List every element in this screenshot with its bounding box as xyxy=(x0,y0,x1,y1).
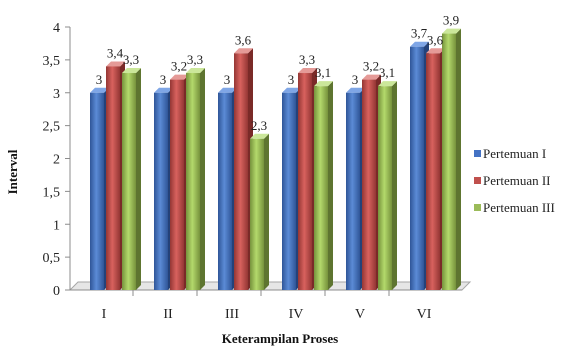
legend-label: Pertemuan I xyxy=(483,146,546,161)
bar-top xyxy=(442,28,461,34)
x-tick-label: II xyxy=(163,307,173,322)
bar-top xyxy=(186,68,205,74)
y-axis-title: Interval xyxy=(5,149,20,194)
bar-side xyxy=(136,68,141,291)
bar-top xyxy=(426,48,445,54)
y-tick-label: 1 xyxy=(53,218,60,233)
bar-top xyxy=(170,74,189,80)
data-label: 3 xyxy=(96,72,103,87)
x-tick-label: V xyxy=(355,307,365,322)
y-tick-label: 3,5 xyxy=(43,54,61,69)
bar-front xyxy=(106,66,120,290)
bar-top xyxy=(314,81,333,87)
bar xyxy=(122,68,141,291)
data-label: 3,2 xyxy=(363,59,379,74)
bar-front xyxy=(170,79,184,290)
legend-swatch xyxy=(474,150,481,157)
y-tick-label: 0 xyxy=(53,284,60,299)
bar-top xyxy=(282,87,301,93)
data-label: 3,3 xyxy=(123,52,139,67)
data-label: 3,6 xyxy=(235,32,252,47)
bar-front xyxy=(298,73,312,291)
data-label: 3,1 xyxy=(379,65,395,80)
data-label: 3,2 xyxy=(171,59,187,74)
bar-front xyxy=(282,92,296,290)
y-tick-label: 2 xyxy=(53,153,60,168)
y-tick-label: 2,5 xyxy=(43,120,61,135)
bar-top xyxy=(218,87,237,93)
bar xyxy=(314,81,333,290)
x-tick-label: III xyxy=(225,307,239,322)
bar-top xyxy=(298,68,317,74)
bar-top xyxy=(234,48,253,54)
x-tick-label: VI xyxy=(417,307,432,322)
x-axis-title: Keterampilan Proses xyxy=(222,331,338,346)
data-label: 3 xyxy=(224,72,231,87)
bar-front xyxy=(234,53,248,290)
bar-front xyxy=(362,79,376,290)
bar-top xyxy=(346,87,365,93)
bar-top xyxy=(90,87,109,93)
bar xyxy=(442,28,461,290)
data-label: 2,3 xyxy=(251,118,267,133)
bar-front xyxy=(186,73,200,291)
bar-side xyxy=(456,28,461,290)
data-label: 3,4 xyxy=(107,45,124,60)
y-axis: 0 0,5 1 1,5 2 2,5 3 3,5 4 xyxy=(43,21,71,299)
bar-side xyxy=(264,133,269,290)
bar-top xyxy=(122,68,141,74)
data-label: 3,1 xyxy=(315,65,331,80)
bar-front xyxy=(90,92,104,290)
x-tick-label: I xyxy=(102,307,107,322)
legend-label: Pertemuan III xyxy=(483,200,555,215)
y-tick-label: 1,5 xyxy=(43,185,61,200)
bar-front xyxy=(250,138,264,290)
bar-front xyxy=(442,33,456,290)
bar-front xyxy=(122,73,136,291)
legend-swatch xyxy=(474,204,481,211)
y-tick-label: 4 xyxy=(53,21,60,36)
bar-front xyxy=(378,86,392,290)
data-label: 3,6 xyxy=(427,32,444,47)
data-label: 3,9 xyxy=(443,13,459,28)
bar-front xyxy=(346,92,360,290)
x-axis: I II III IV V VI xyxy=(102,290,432,322)
bar-side xyxy=(200,68,205,291)
bar-top xyxy=(410,41,429,47)
bar-side xyxy=(392,81,397,290)
data-labels: 33,4 3,333,2 3,333,62,333,33,1 33,2 3,13,7 3,… xyxy=(96,13,459,133)
bar-front xyxy=(154,92,168,290)
legend-swatch xyxy=(474,177,481,184)
bar-top xyxy=(362,74,381,80)
bar xyxy=(250,133,269,290)
bar-top xyxy=(154,87,173,93)
data-label: 3,3 xyxy=(187,52,203,67)
bar-top xyxy=(106,61,125,67)
y-tick-label: 0,5 xyxy=(43,251,61,266)
bar-top xyxy=(378,81,397,87)
data-label: 3,7 xyxy=(411,26,428,41)
bar-front xyxy=(218,92,232,290)
bar-front xyxy=(410,46,424,290)
data-label: 3 xyxy=(352,72,359,87)
legend: Pertemuan I Pertemuan II Pertemuan III xyxy=(474,146,555,215)
data-label: 3 xyxy=(160,72,167,87)
bar-side xyxy=(328,81,333,290)
y-tick-label: 3 xyxy=(53,87,60,102)
bar-top xyxy=(250,133,269,139)
x-tick-label: IV xyxy=(289,307,304,322)
bar-front xyxy=(314,86,328,290)
data-label: 3 xyxy=(288,72,295,87)
data-label: 3,3 xyxy=(299,52,315,67)
legend-label: Pertemuan II xyxy=(483,173,551,188)
bar xyxy=(378,81,397,290)
bar-front xyxy=(426,53,440,290)
bar xyxy=(186,68,205,291)
bars xyxy=(90,28,461,291)
